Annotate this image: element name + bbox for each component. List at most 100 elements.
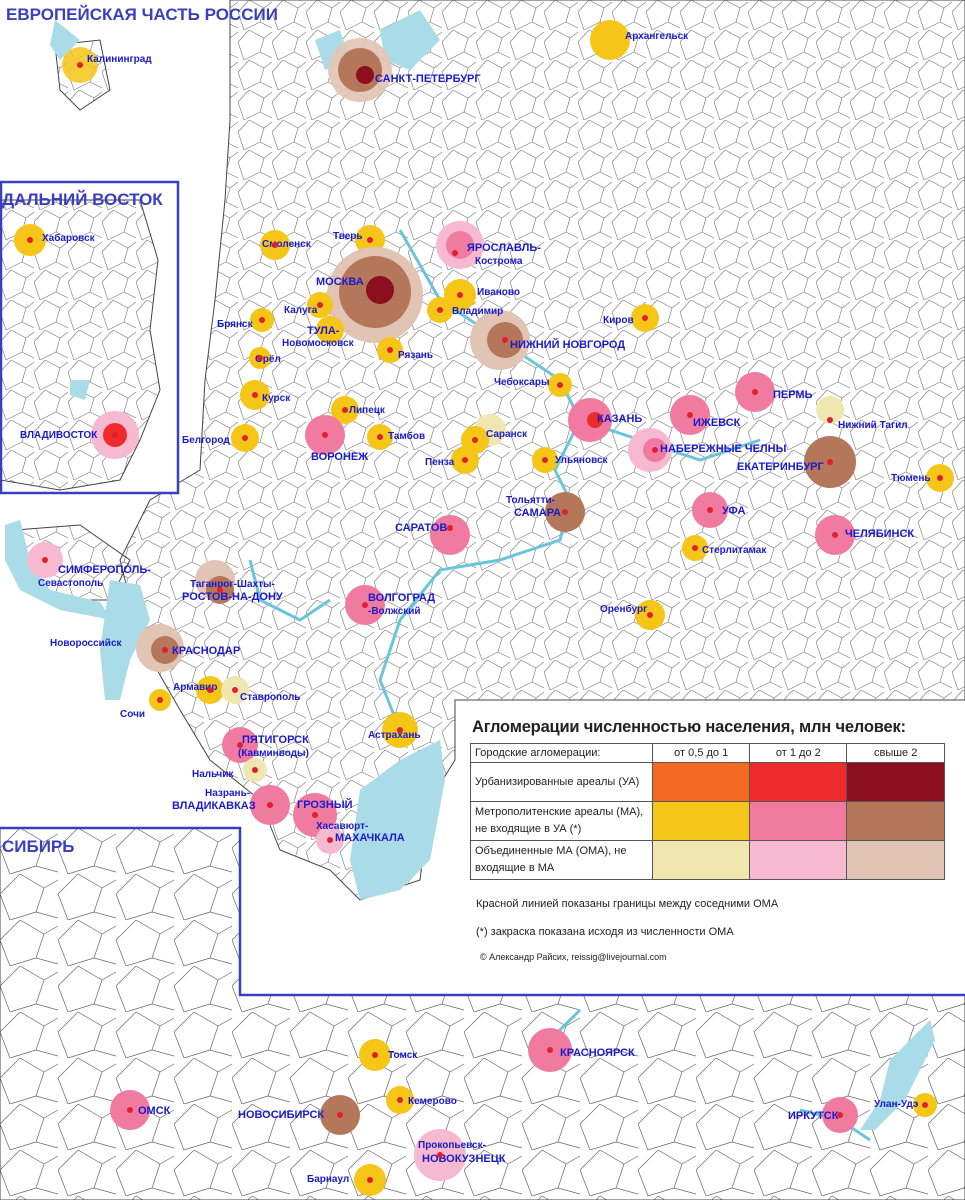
city-label-cheboksary: Чебоксары (494, 376, 550, 388)
city-label-nnovgorod: НИЖНИЙ НОВГОРОД (510, 338, 625, 351)
city-label-penza: Пенза (425, 457, 455, 468)
city-label-lipetsk: Липецк (349, 405, 386, 416)
legend-column-3: свыше 2 (846, 743, 945, 763)
city-label-vladikavkaz: ВЛАДИКАВКАЗ (172, 800, 256, 812)
city-label-novomoskovsk: Новомосковск (282, 338, 355, 349)
city-label-orenburg: Оренбург (600, 603, 647, 615)
legend-row-label: Объединенные МА (ОМА), не входящие в МА (469, 840, 654, 880)
legend-row-label: Метрополитенские ареалы (МА), не входящи… (469, 801, 654, 841)
region-title-siberia: СИБИРЬ (2, 837, 75, 856)
city-label-nazran: Назрань- (205, 788, 250, 799)
city-label-grozny: ГРОЗНЫЙ (297, 798, 353, 811)
legend-swatch (749, 801, 848, 841)
legend-swatch (846, 762, 945, 802)
legend-title: Агломерации численностью населения, млн … (472, 718, 906, 736)
city-label-orel: Орёл (255, 354, 281, 365)
city-label-tyumen: Тюмень (891, 473, 931, 484)
legend-column-2: от 1 до 2 (749, 743, 848, 763)
city-label-nalchik: Нальчик (192, 769, 234, 780)
city-label-sochi: Сочи (120, 709, 145, 720)
city-label-rostov: РОСТОВ-НА-ДОНУ (182, 591, 283, 603)
city-label-bryansk: Брянск (217, 319, 254, 330)
city-label-volgograd: ВОЛГОГРАД (368, 592, 435, 604)
legend-note-star: (*) закраска показана исходя из численно… (476, 926, 734, 938)
city-label-ulanude: Улан-Удэ (874, 1099, 919, 1110)
legend-swatch (652, 801, 751, 841)
city-label-sevastopol: Севастополь (38, 578, 103, 589)
city-label-perm: ПЕРМЬ (773, 389, 813, 401)
city-label-prokopyevsk: Прокопьевск- (418, 1140, 486, 1151)
city-label-ryazan: Рязань (398, 350, 433, 361)
land-far-east (0, 185, 178, 492)
legend-note-red-line: Красной линией показаны границы между со… (476, 898, 779, 910)
city-label-ivanovo: Иваново (477, 287, 520, 298)
city-label-kaliningrad: Калининград (87, 54, 152, 65)
city-label-kaluga: Калуга (284, 305, 318, 316)
city-label-pyatigorsk: ПЯТИГОРСК (242, 734, 309, 746)
legend-swatch (846, 840, 945, 880)
legend-table: Городские агломерации: от 0,5 до 1 от 1 … (469, 743, 945, 880)
city-labels: Калининград САНКТ-ПЕТЕРБУРГ Архангельск … (20, 31, 931, 1185)
city-label-smolensk: Смоленск (262, 239, 312, 250)
city-label-ufa: УФА (722, 505, 746, 517)
legend: Агломерации численностью населения, млн … (469, 718, 950, 962)
city-label-spb: САНКТ-ПЕТЕРБУРГ (375, 73, 481, 85)
city-label-krasnodar: КРАСНОДАР (172, 645, 240, 657)
city-label-nchelny: НАБЕРЕЖНЫЕ ЧЕЛНЫ (660, 443, 787, 455)
region-frames (0, 180, 965, 997)
water-bodies (5, 10, 935, 1130)
city-label-khasavyurt: Хасавюрт- (316, 821, 368, 832)
legend-swatch (749, 840, 848, 880)
city-label-volzhsky: -Волжский (368, 606, 421, 617)
region-title-far-east: ДАЛЬНИЙ ВОСТОК (2, 190, 163, 209)
city-label-astrakhan: Астрахань (368, 730, 421, 741)
city-label-ntagil: Нижний Тагил (838, 420, 908, 431)
city-label-krasnoyarsk: КРАСНОЯРСК (560, 1047, 635, 1059)
city-label-arkhangelsk: Архангельск (625, 31, 689, 42)
city-label-chelyabinsk: ЧЕЛЯБИНСК (845, 528, 914, 540)
city-label-armavir: Армавир (173, 682, 217, 693)
legend-swatch (652, 762, 751, 802)
legend-swatch (652, 840, 751, 880)
city-label-kemerovo: Кемерово (408, 1096, 457, 1107)
city-label-stavropol: Ставрополь (240, 692, 300, 703)
city-label-tula: ТУЛА- (307, 325, 340, 337)
legend-column-1: от 0,5 до 1 (652, 743, 751, 763)
city-label-tver: Тверь (333, 231, 363, 242)
city-label-kirov: Киров (603, 315, 634, 326)
city-label-omsk: ОМСК (138, 1105, 171, 1117)
legend-swatch (749, 762, 848, 802)
city-label-kavminvody: (Кавминводы) (238, 748, 309, 759)
city-label-novosibirsk: НОВОСИБИРСК (238, 1109, 324, 1121)
city-label-simferopol: СИМФЕРОПОЛЬ- (58, 564, 151, 576)
city-label-kursk: Курск (262, 393, 291, 404)
city-label-novorossiysk: Новороссийск (50, 638, 123, 649)
city-label-saratov: САРАТОВ (395, 522, 447, 534)
city-label-izhevsk: ИЖЕВСК (693, 417, 741, 429)
city-label-taganrog: Таганрог-Шахты- (190, 579, 275, 590)
city-label-saransk: Саранск (486, 429, 528, 440)
city-label-kazan: КАЗАНЬ (597, 413, 642, 425)
city-label-vladimir: Владимир (452, 306, 503, 317)
city-label-voronezh: ВОРОНЕЖ (311, 451, 368, 463)
city-label-kostroma: Кострома (475, 256, 523, 267)
copyright: © Александр Райсих, reissig@livejournal.… (480, 952, 667, 962)
city-label-tomsk: Томск (388, 1050, 418, 1061)
city-label-sterlitamak: Стерлитамак (702, 545, 767, 556)
city-label-barnaul: Барнаул (307, 1174, 349, 1185)
city-label-makhachkala: МАХАЧКАЛА (335, 832, 405, 844)
city-label-ekb: ЕКАТЕРИНБУРГ (737, 461, 825, 473)
city-label-yaroslavl: ЯРОСЛАВЛЬ- (467, 242, 541, 254)
legend-row-label: Урбанизированные ареалы (УА) (469, 762, 654, 802)
city-label-tambov: Тамбов (388, 430, 425, 442)
city-label-ulyanovsk: Ульяновск (555, 455, 609, 466)
region-title-european: ЕВРОПЕЙСКАЯ ЧАСТЬ РОССИИ (6, 5, 278, 24)
city-label-khabarovsk: Хабаровск (42, 232, 96, 244)
city-label-novokuznetsk: НОВОКУЗНЕЦК (422, 1153, 506, 1165)
legend-swatch (846, 801, 945, 841)
city-label-belgorod: Белгород (182, 435, 230, 446)
city-label-togliatti: Тольятти- (506, 495, 555, 506)
city-label-moscow: МОСКВА (316, 276, 364, 288)
legend-header-label: Городские агломерации: (469, 743, 654, 763)
